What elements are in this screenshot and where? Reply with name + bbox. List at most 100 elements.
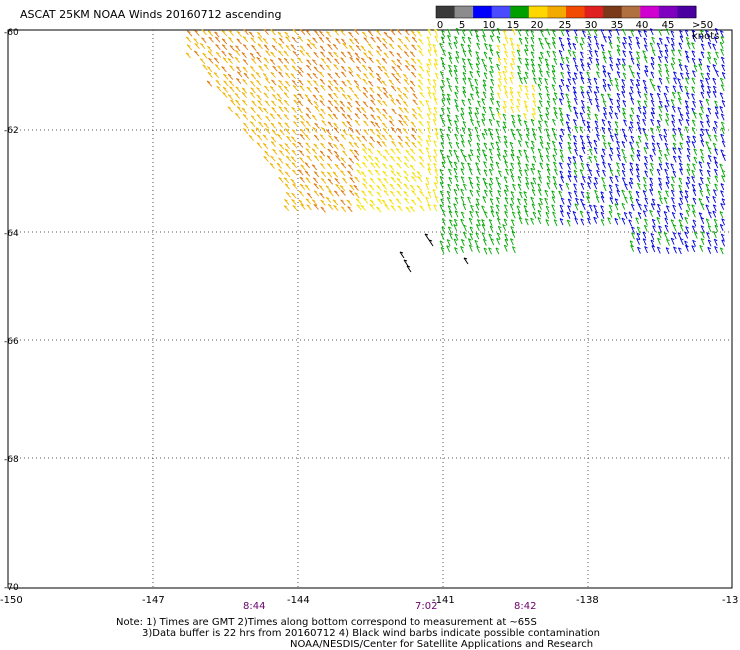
wind-barb [481,98,486,106]
wind-barb [665,85,669,93]
wind-barb [649,28,654,36]
wind-barb [705,195,710,203]
wind-barb [721,72,726,79]
wind-barb [525,141,529,149]
wind-barb [404,141,411,148]
wind-barb [600,154,605,162]
wind-barb [656,142,661,150]
wind-barb [573,169,578,177]
wind-barb [306,86,312,93]
wind-barb [602,65,606,73]
wind-barb [510,71,515,79]
wind-barb [314,105,320,112]
wind-barb [601,119,606,126]
wind-barb [497,182,502,190]
wind-barb [355,162,362,169]
wind-barb [483,51,488,59]
wind-barb [277,65,283,72]
wind-barb [700,91,705,99]
wind-barb [388,43,395,50]
wind-barb [496,27,501,35]
wind-barb [673,77,677,85]
wind-barb [367,148,374,155]
wind-barb [525,163,529,171]
wind-barb [453,238,458,246]
wind-barb [482,196,487,204]
wind-barb [368,155,374,161]
lat-label: -66 [4,337,19,347]
wind-barb [391,59,397,66]
wind-barb [305,113,311,120]
wind-barb [476,142,481,150]
wind-barb [481,58,486,66]
wind-barb [448,64,452,72]
wind-barb [510,197,515,205]
wind-barb [657,190,662,198]
lon-label: -13 [722,595,738,606]
wind-barb [600,205,605,213]
wind-barb [663,128,668,136]
wind-barb [547,42,551,50]
wind-barb [699,169,703,176]
wind-barb [686,147,691,155]
wind-barb [691,245,696,253]
wind-barb [517,198,521,206]
color-swatch [584,6,604,18]
wind-barb [269,59,276,65]
wind-barb [579,71,583,79]
wind-barb [637,30,642,38]
wind-barb [461,99,466,107]
wind-barb [417,84,423,91]
wind-barb [483,64,488,72]
wind-barb [644,246,648,254]
wind-barb [342,42,348,49]
wind-barb [320,177,327,184]
wind-barb [580,162,585,170]
wind-barb [698,112,703,120]
wind-barb [652,225,656,233]
wind-barb [242,78,248,85]
wind-barb [649,183,654,191]
wind-barb [476,120,481,128]
wind-barb [469,149,474,157]
wind-barb [403,51,410,57]
wind-barb [483,189,488,197]
wind-barb [482,84,487,92]
wind-barb [489,86,494,94]
wind-barb [469,189,474,197]
wind-barb [677,147,682,155]
wind-barb [530,196,535,204]
wind-barb [360,45,366,52]
wind-barb [502,113,507,121]
wind-barb [292,85,299,92]
wind-barb [511,211,516,219]
time-label: 8:42 [514,601,536,612]
wind-barb [665,69,670,77]
wind-barb [384,149,390,156]
wind-barb [186,30,193,37]
wind-barb [341,121,348,128]
wind-barb [684,85,689,93]
wind-barb [185,36,192,43]
wind-barb [670,63,675,70]
wind-barb [461,36,466,44]
wind-barb [553,148,558,155]
wind-barb [712,126,717,134]
wind-barb [714,175,719,183]
wind-barb [525,92,529,100]
wind-barb [249,52,256,59]
wind-barb [517,29,522,37]
wind-barb [468,49,472,57]
wind-barb [679,238,684,246]
wind-barb [650,56,655,64]
wind-barb [347,51,353,58]
wind-barb [609,147,614,155]
wind-barb [292,50,299,57]
wind-barb [446,245,451,253]
wind-barb [635,217,640,225]
wind-barb [524,36,529,44]
wind-barb [236,38,242,45]
scale-label: 0 [436,20,444,31]
wind-barb [340,57,346,64]
wind-barb [558,107,563,115]
